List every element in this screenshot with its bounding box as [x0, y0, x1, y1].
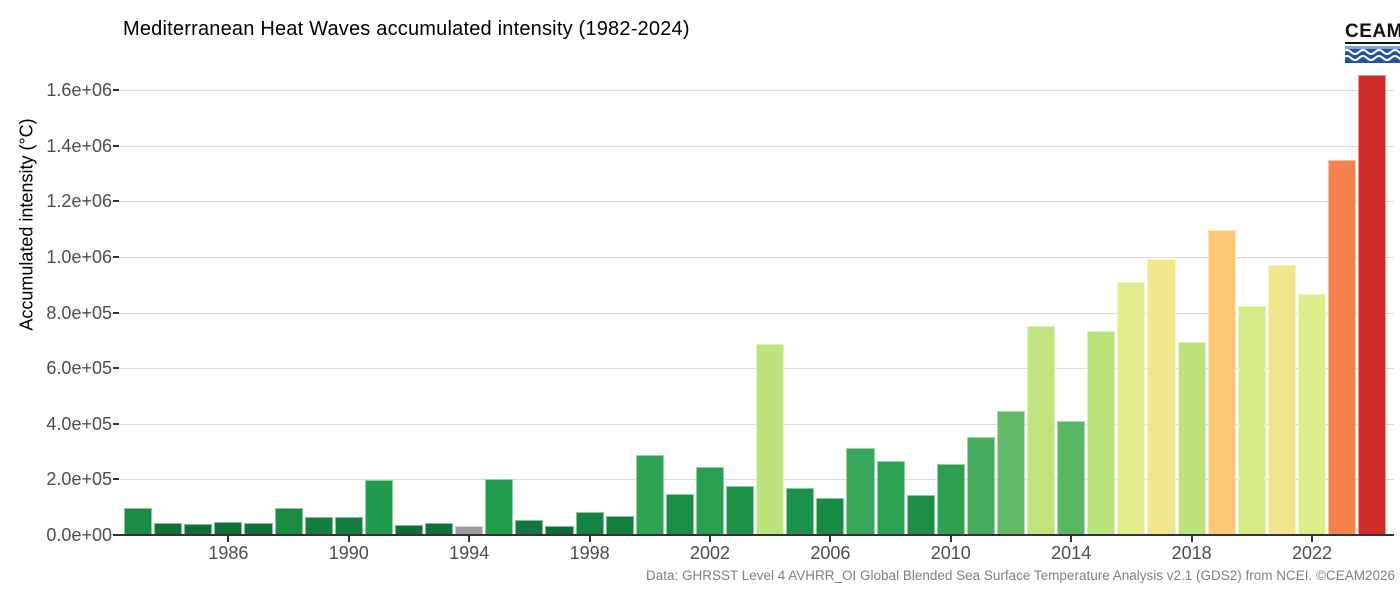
bar-2007	[846, 447, 875, 535]
bar-2012	[996, 411, 1026, 535]
x-axis-tick	[829, 536, 832, 542]
wave-icon	[1345, 49, 1400, 61]
y-tick-label: 1.4e+06	[46, 135, 112, 156]
y-tick-label: 1.0e+06	[46, 247, 112, 267]
y-tick-label: 2.0e+05	[46, 469, 112, 490]
bar-2023	[1328, 159, 1357, 535]
bar-1988	[274, 508, 303, 535]
x-tick-label: 1990	[328, 543, 369, 563]
x-tick-label: 2018	[1171, 543, 1212, 563]
ceam-logo-underline	[1345, 42, 1400, 44]
gridline	[118, 90, 1394, 92]
x-tick-label: 2014	[1051, 543, 1092, 563]
bar-1999	[605, 515, 634, 535]
bar-2018	[1177, 342, 1206, 535]
x-axis-tick	[709, 536, 711, 542]
y-tick-label: 1.6e+06	[46, 80, 112, 101]
x-tick-label: 1994	[449, 543, 490, 563]
data-source-caption: Data: GHRSST Level 4 AVHRR_OI Global Ble…	[645, 568, 1395, 583]
bar-2020	[1237, 306, 1266, 535]
bar-1990	[334, 517, 363, 535]
bar-2008	[876, 460, 905, 535]
bar-2003	[726, 486, 755, 535]
bar-1998	[575, 512, 604, 535]
bar-1983	[124, 508, 153, 535]
ceam-logo-flag	[1345, 46, 1400, 63]
bar-2001	[665, 494, 694, 535]
bar-2010	[936, 464, 965, 535]
gridline	[118, 145, 1394, 147]
y-axis-tick	[113, 534, 119, 536]
gridline	[118, 479, 1394, 481]
y-axis-tick	[113, 478, 119, 481]
y-tick-label: 1.2e+06	[46, 191, 112, 212]
gridline	[118, 201, 1394, 203]
bar-1989	[304, 516, 333, 535]
bar-1996	[515, 519, 544, 535]
chart-title: Mediterranean Heat Waves accumulated int…	[123, 18, 690, 40]
bar-2021	[1267, 265, 1296, 535]
gridline	[118, 423, 1394, 425]
x-axis-tick	[1311, 536, 1313, 542]
gridline	[118, 257, 1394, 258]
bar-2009	[906, 494, 935, 535]
gridline	[118, 368, 1394, 370]
y-axis-tick	[113, 144, 119, 147]
bar-2006	[816, 497, 845, 535]
bar-1991	[364, 480, 393, 535]
bar-2017	[1147, 258, 1176, 535]
x-tick-label: 2002	[689, 543, 731, 563]
x-tick-label: 1998	[569, 543, 610, 563]
y-axis-tick	[113, 256, 119, 258]
bar-2005	[786, 487, 815, 535]
ceam-logo-flag-stripe	[1345, 46, 1400, 49]
y-tick-label: 6.0e+05	[46, 358, 112, 379]
bar-2019	[1207, 230, 1236, 535]
y-axis-tick	[113, 367, 119, 370]
gridline	[118, 312, 1394, 314]
y-tick-label: 4.0e+05	[46, 413, 112, 434]
y-tick-label: 8.0e+05	[46, 302, 112, 323]
bar-2004	[756, 344, 785, 535]
y-axis-tick	[113, 422, 119, 425]
bar-2002	[695, 467, 725, 535]
bar-1995	[485, 478, 514, 535]
bar-2011	[966, 436, 995, 535]
x-tick-label: 1986	[208, 543, 249, 563]
bar-2024	[1358, 74, 1387, 535]
x-axis-line	[118, 534, 1394, 536]
y-axis-tick	[113, 89, 119, 92]
x-axis-tick	[347, 536, 350, 542]
bar-2022	[1297, 293, 1327, 535]
x-axis-tick	[949, 536, 952, 542]
x-tick-label: 2010	[930, 543, 971, 563]
ceam-logo-text: CEAM	[1345, 21, 1400, 42]
y-axis-tick	[113, 200, 119, 203]
ceam-logo: CEAM	[1345, 22, 1400, 63]
x-axis-tick	[227, 536, 230, 542]
x-tick-label: 2022	[1291, 543, 1333, 563]
y-tick-label: 0.0e+00	[46, 525, 112, 545]
bar-2013	[1027, 325, 1056, 535]
y-axis-tick	[113, 311, 119, 314]
x-axis-tick	[1190, 536, 1193, 542]
x-axis-tick	[1070, 536, 1073, 542]
bar-2016	[1117, 282, 1146, 535]
bar-2015	[1087, 330, 1116, 535]
bar-2000	[635, 454, 664, 535]
bar-2014	[1057, 420, 1086, 535]
x-tick-label: 2006	[810, 543, 851, 563]
x-axis-tick	[588, 536, 591, 542]
x-axis-tick	[468, 536, 471, 542]
